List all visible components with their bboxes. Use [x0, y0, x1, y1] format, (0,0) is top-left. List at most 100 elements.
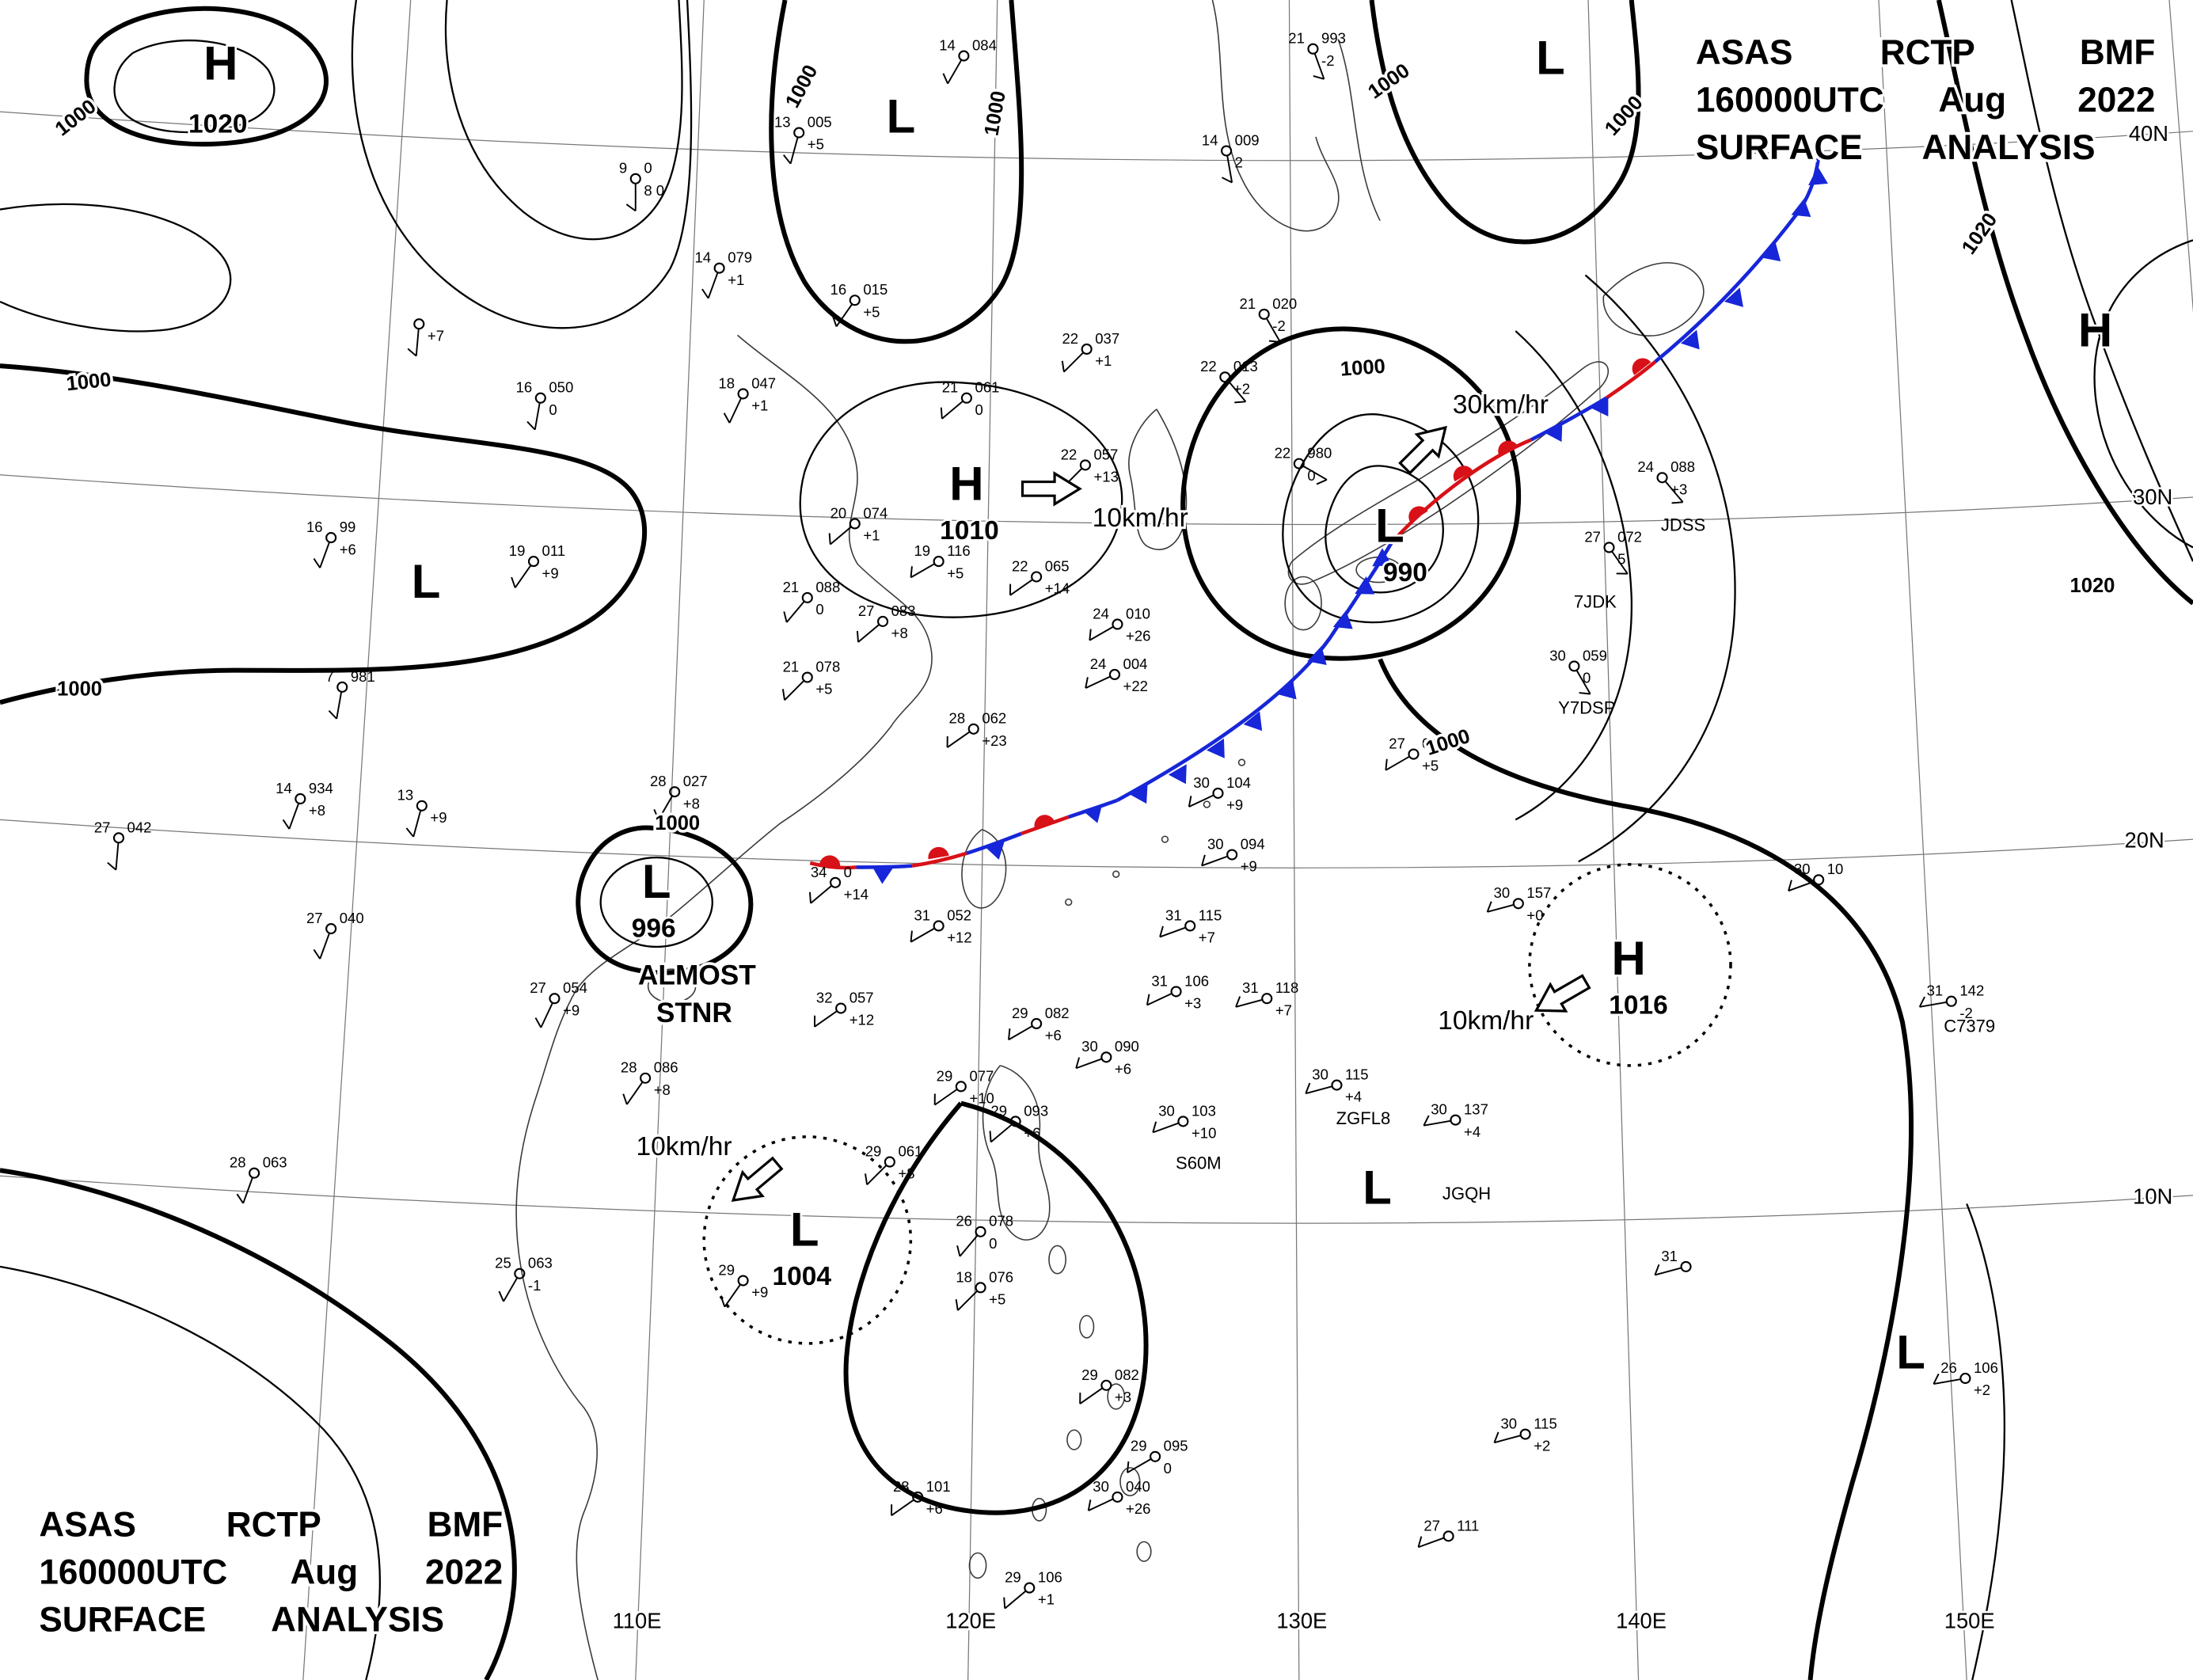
station-tendency: +8 [891, 625, 908, 641]
station-tendency: +6 [1115, 1060, 1131, 1077]
station-tendency: +7 [428, 327, 444, 344]
station-plot: 21 078 +5 [781, 658, 840, 701]
station-plot: 16 015 +5 [830, 281, 887, 327]
station-temperature: 29 [718, 1261, 735, 1278]
wind-barb-feather [653, 808, 659, 820]
latitude-label: 30N [2133, 485, 2172, 509]
wind-barb-feather [534, 1017, 542, 1028]
wind-barb [514, 564, 532, 588]
station-pressure-code: 020 [1272, 295, 1297, 312]
station-pressure-code: 111 [1457, 1517, 1479, 1534]
station-temperature: 28 [621, 1059, 637, 1076]
station-tendency: -2 [1321, 52, 1334, 69]
station-plot: 14 009 2 [1202, 131, 1260, 184]
cold-front-symbol [1307, 645, 1327, 665]
station-temperature: 28 [949, 710, 966, 727]
station-temperature: 31 [1151, 972, 1168, 989]
wind-barb [534, 402, 541, 430]
station-plot: 22 057 +13 [1060, 446, 1119, 488]
station-pressure-code: 106 [1038, 1569, 1062, 1586]
station-pressure-code: 083 [891, 602, 916, 619]
wind-barb-feather [1417, 1536, 1423, 1548]
wind-barb-feather [1087, 1499, 1092, 1511]
station-pressure-code: 088 [1670, 458, 1695, 475]
station-temperature: 29 [1131, 1438, 1147, 1454]
station-pressure-code: 078 [989, 1213, 1013, 1230]
station-plot: 28 086 +8 [621, 1059, 678, 1105]
station-tendency: +1 [1038, 1591, 1055, 1608]
cold-front-symbol [1590, 396, 1609, 416]
coast-sakhalin [1211, 0, 1340, 232]
annotation-text: STNR [656, 998, 732, 1028]
station-tendency: +9 [542, 564, 559, 581]
station-pressure-code: 076 [989, 1268, 1013, 1285]
station-circle [336, 681, 348, 693]
station-plot: 27 040 [306, 910, 364, 960]
cold-front-symbol [1680, 329, 1700, 350]
coast-ryukyu-island [1112, 870, 1120, 878]
station-tendency: +14 [844, 886, 868, 903]
wind-barb [957, 1290, 979, 1311]
wind-barb-feather [1268, 340, 1281, 343]
station-temperature: 21 [783, 579, 800, 595]
station-pressure-code: 054 [563, 979, 587, 996]
wind-barb [319, 542, 330, 568]
station-circle [1226, 849, 1238, 861]
wind-barb [626, 1081, 644, 1105]
coast-honshu [1287, 361, 1610, 585]
station-id-label: S60M [1176, 1153, 1222, 1173]
station-plot: 27 042 [94, 819, 151, 871]
station-plot: 24 004 +22 [1085, 656, 1148, 694]
wind-barb [1152, 1122, 1180, 1134]
coast-korea [1128, 409, 1188, 550]
wind-barb [1085, 675, 1111, 689]
station-pressure-code: 072 [1617, 528, 1642, 545]
station-pressure-code: 086 [654, 1059, 678, 1076]
station-pressure-code: 047 [751, 374, 776, 391]
station-pressure-code: 934 [309, 780, 333, 796]
station-tendency: +9 [430, 809, 447, 826]
wind-barb-feather [955, 1299, 959, 1311]
isobar [113, 39, 276, 134]
station-temperature: 22 [1061, 446, 1077, 462]
station-tendency: +8 [683, 795, 700, 811]
station-tendency: +12 [849, 1012, 874, 1028]
isobar-label: 1000 [980, 89, 1009, 138]
station-pressure-code: 0 [644, 160, 652, 177]
station-circle [793, 127, 805, 139]
station-circle [830, 876, 842, 888]
station-tendency: 0 [1307, 467, 1315, 484]
station-pressure-code: 049 [1422, 735, 1446, 751]
cold-front-line [1530, 396, 1608, 442]
station-tendency: 0 [1583, 670, 1591, 686]
station-circle [640, 1072, 652, 1084]
station-circle [325, 922, 337, 935]
station-plot: 29 +9 [718, 1261, 768, 1308]
station-pressure-code: 052 [947, 907, 971, 923]
station-plot: 32 057 +12 [813, 989, 874, 1028]
title-text: ANALYSIS [271, 1600, 444, 1639]
station-temperature: 13 [397, 787, 414, 804]
station-plot: 31 [1654, 1248, 1692, 1276]
cold-front-line [1116, 542, 1393, 802]
cold-front-symbol [1791, 198, 1811, 218]
dotted-area-circle [702, 1135, 913, 1345]
wind-barb-feather [940, 407, 943, 419]
isobar [444, 0, 683, 241]
station-pressure-code: 009 [1235, 131, 1260, 148]
station-pressure-code: 115 [1534, 1415, 1557, 1431]
station-id-label: JDSS [1661, 515, 1705, 534]
station-plot: 29 095 0 [1127, 1438, 1188, 1477]
station-plot: 31 118 +7 [1235, 979, 1298, 1018]
station-circle [1079, 459, 1091, 471]
wind-barb [242, 1177, 253, 1204]
station-tendency: 0 [1164, 1460, 1172, 1477]
station-temperature: 27 [94, 819, 111, 835]
wind-barb [1075, 1058, 1103, 1070]
wind-barb-feather [1305, 1082, 1311, 1094]
station-plot: 27 072 5 [1584, 528, 1642, 575]
station-plot: 21 993 -2 [1288, 30, 1346, 80]
wind-barb-feather [1061, 360, 1065, 372]
